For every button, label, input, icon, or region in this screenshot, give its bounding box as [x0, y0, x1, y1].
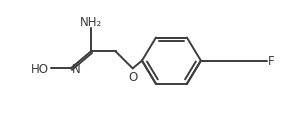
Text: NH₂: NH₂ — [80, 15, 102, 28]
Text: N: N — [71, 62, 80, 75]
Text: HO: HO — [31, 62, 49, 75]
Text: F: F — [268, 55, 275, 68]
Text: O: O — [128, 70, 137, 83]
